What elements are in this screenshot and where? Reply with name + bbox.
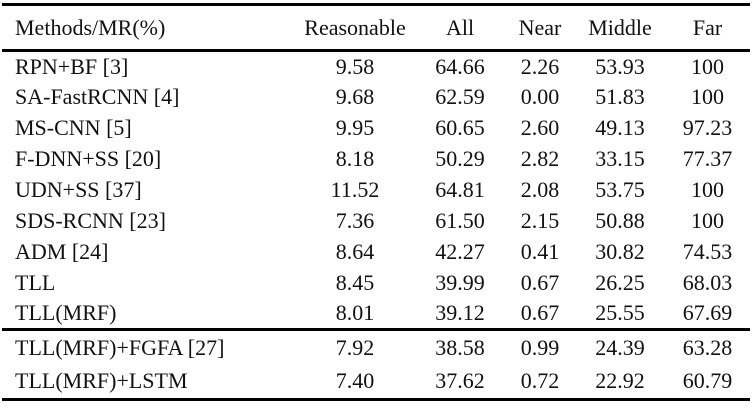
table-body-baselines: RPN+BF [3] 9.58 64.66 2.26 53.93 100 SA-… <box>2 51 750 330</box>
value-cell: 74.53 <box>682 239 733 264</box>
value-cell: 11.52 <box>330 177 380 202</box>
value-cell: 30.82 <box>595 239 645 264</box>
value-cell: 2.15 <box>520 208 560 233</box>
value-cell: 63.28 <box>682 334 733 360</box>
table-row: RPN+BF [3] 9.58 64.66 2.26 53.93 100 <box>2 51 750 82</box>
method-cell: F-DNN+SS [20] <box>15 146 162 171</box>
table-row: TLL(MRF)+FGFA [27] 7.92 38.58 0.99 24.39… <box>2 330 750 365</box>
value-cell: 0.67 <box>520 300 560 326</box>
table-row: SA-FastRCNN [4] 9.68 62.59 0.00 51.83 10… <box>2 82 750 113</box>
value-cell: 100 <box>691 84 724 109</box>
value-cell: 50.88 <box>595 208 645 233</box>
value-cell: 0.41 <box>520 239 560 264</box>
value-cell: 2.26 <box>520 53 560 79</box>
value-cell: 7.36 <box>335 208 375 233</box>
value-cell: 77.37 <box>682 146 733 171</box>
value-cell: 7.92 <box>335 334 375 360</box>
value-cell: 61.50 <box>435 208 485 233</box>
value-cell: 51.83 <box>595 84 645 109</box>
table-row: F-DNN+SS [20] 8.18 50.29 2.82 33.15 77.3… <box>2 144 750 175</box>
value-cell: 0.99 <box>520 334 560 360</box>
results-table: Methods/MR(%) Reasonable All Near Middle… <box>2 3 750 401</box>
column-header-middle: Middle <box>588 14 652 40</box>
value-cell: 9.68 <box>335 84 375 109</box>
value-cell: 2.82 <box>520 146 560 171</box>
table-row: TLL(MRF)+LSTM 7.40 37.62 0.72 22.92 60.7… <box>2 365 750 400</box>
table-row: TLL(MRF) 8.01 39.12 0.67 25.55 67.69 <box>2 299 750 330</box>
value-cell: 8.01 <box>335 300 375 326</box>
value-cell: 50.29 <box>435 146 485 171</box>
table-row: SDS-RCNN [23] 7.36 61.50 2.15 50.88 100 <box>2 206 750 237</box>
table-row: TLL 8.45 39.99 0.67 26.25 68.03 <box>2 268 750 299</box>
column-header-reasonable: Reasonable <box>304 14 406 40</box>
table-row: MS-CNN [5] 9.95 60.65 2.60 49.13 97.23 <box>2 113 750 144</box>
method-cell: TLL(MRF)+LSTM <box>15 368 188 394</box>
value-cell: 53.93 <box>595 53 645 79</box>
value-cell: 97.23 <box>682 115 733 140</box>
value-cell: 68.03 <box>682 270 733 295</box>
method-cell: UDN+SS [37] <box>15 177 142 202</box>
value-cell: 39.12 <box>435 300 485 326</box>
value-cell: 100 <box>691 208 724 233</box>
value-cell: 9.58 <box>335 53 375 79</box>
method-cell: TLL(MRF) <box>15 300 117 326</box>
table-row: ADM [24] 8.64 42.27 0.41 30.82 74.53 <box>2 237 750 268</box>
value-cell: 49.13 <box>595 115 645 140</box>
value-cell: 9.95 <box>335 115 375 140</box>
value-cell: 26.25 <box>595 270 645 295</box>
value-cell: 60.79 <box>682 368 733 394</box>
value-cell: 64.81 <box>435 177 485 202</box>
value-cell: 8.64 <box>335 239 375 264</box>
value-cell: 53.75 <box>595 177 645 202</box>
value-cell: 0.72 <box>520 368 560 394</box>
value-cell: 42.27 <box>435 239 485 264</box>
method-cell: SA-FastRCNN [4] <box>15 84 180 109</box>
value-cell: 60.65 <box>435 115 485 140</box>
value-cell: 100 <box>691 53 724 79</box>
value-cell: 8.45 <box>335 270 375 295</box>
value-cell: 38.58 <box>435 334 485 360</box>
value-cell: 25.55 <box>595 300 645 326</box>
method-cell: ADM [24] <box>15 239 109 264</box>
method-cell: SDS-RCNN [23] <box>15 208 166 233</box>
method-cell: RPN+BF [3] <box>15 53 129 79</box>
value-cell: 7.40 <box>335 368 375 394</box>
table-row: UDN+SS [37] 11.52 64.81 2.08 53.75 100 <box>2 175 750 206</box>
table-body-proposed: TLL(MRF)+FGFA [27] 7.92 38.58 0.99 24.39… <box>2 329 750 400</box>
header-row: Methods/MR(%) Reasonable All Near Middle… <box>2 5 750 51</box>
value-cell: 62.59 <box>435 84 485 109</box>
value-cell: 67.69 <box>682 300 733 326</box>
value-cell: 37.62 <box>435 368 485 394</box>
value-cell: 8.18 <box>335 146 375 171</box>
value-cell: 22.92 <box>595 368 645 394</box>
value-cell: 2.08 <box>520 177 560 202</box>
value-cell: 100 <box>691 177 724 202</box>
value-cell: 2.60 <box>520 115 560 140</box>
method-cell: TLL(MRF)+FGFA [27] <box>15 334 225 360</box>
column-header-far: Far <box>692 14 723 40</box>
table-header: Methods/MR(%) Reasonable All Near Middle… <box>2 5 750 51</box>
value-cell: 33.15 <box>595 146 645 171</box>
column-header-methods: Methods/MR(%) <box>15 14 166 40</box>
method-cell: MS-CNN [5] <box>15 115 132 140</box>
value-cell: 64.66 <box>435 53 485 79</box>
method-cell: TLL <box>15 270 56 295</box>
value-cell: 0.00 <box>520 84 560 109</box>
value-cell: 24.39 <box>595 334 645 360</box>
value-cell: 0.67 <box>520 270 560 295</box>
column-header-near: Near <box>518 14 562 40</box>
column-header-all: All <box>445 14 475 40</box>
value-cell: 39.99 <box>435 270 485 295</box>
